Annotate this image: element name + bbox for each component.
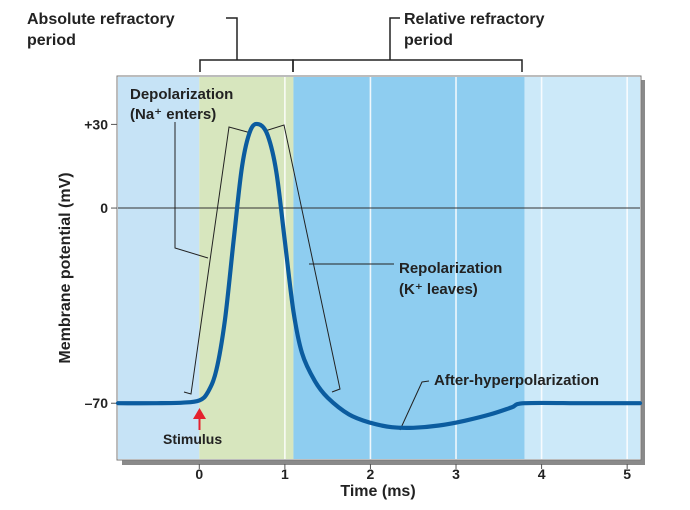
depolarization-label-line1: Depolarization	[130, 86, 233, 103]
x-tick-label-2: 2	[367, 466, 375, 482]
region-relative	[293, 77, 525, 459]
absolute-bracket	[199, 59, 294, 72]
frame-shadow-bottom	[122, 460, 645, 465]
frame-shadow-right	[641, 80, 645, 465]
region-after	[524, 77, 640, 459]
relative-bracket-stem	[389, 17, 400, 60]
relative-refractory-label-line1: Relative refractory	[404, 11, 545, 28]
refractory-brackets	[199, 17, 523, 72]
repolarization-label-line2: (K⁺ leaves)	[399, 281, 478, 298]
callout-lines	[174, 122, 430, 431]
plot-frame	[116, 75, 642, 461]
y-tick-label-2: –70	[85, 395, 109, 411]
absolute-bracket-stem	[226, 17, 238, 60]
depolarization-leader	[174, 122, 209, 259]
depolarization-bracket	[183, 126, 252, 395]
x-tick-label-5: 5	[623, 466, 631, 482]
absolute-refractory-label-line1: Absolute refractory	[27, 11, 175, 28]
depolarization-label-line2: (Na⁺ enters)	[130, 106, 216, 123]
refractory-regions	[118, 77, 640, 459]
action-potential-line	[115, 121, 643, 431]
y-tick-label-1: 0	[100, 200, 108, 216]
x-tick-label-3: 3	[452, 466, 460, 482]
absolute-refractory-label-line2: period	[27, 32, 76, 49]
y-axis-ticks: +30 0 –70	[84, 116, 117, 411]
x-tick-label-0: 0	[195, 466, 203, 482]
stimulus-arrow	[193, 408, 206, 430]
region-resting	[118, 77, 200, 459]
afterhyperpolarization-leader	[399, 380, 430, 431]
x-tick-label-1: 1	[281, 466, 289, 482]
y-axis-title: Membrane potential (mV)	[57, 172, 74, 363]
repolarization-bracket	[264, 124, 341, 393]
stimulus-label: Stimulus	[163, 431, 222, 447]
afterhyperpolarization-label: After-hyperpolarization	[434, 372, 599, 389]
x-tick-label-4: 4	[538, 466, 546, 482]
relative-bracket	[292, 59, 523, 72]
y-tick-label-0: +30	[84, 116, 108, 132]
x-axis-title: Time (ms)	[340, 483, 415, 500]
vertical-gridlines	[284, 77, 628, 459]
x-axis-ticks: 0 1 2 3 4 5	[195, 464, 631, 482]
relative-refractory-label-line2: period	[404, 32, 453, 49]
region-absolute	[199, 77, 294, 459]
repolarization-label-line1: Repolarization	[399, 260, 502, 277]
